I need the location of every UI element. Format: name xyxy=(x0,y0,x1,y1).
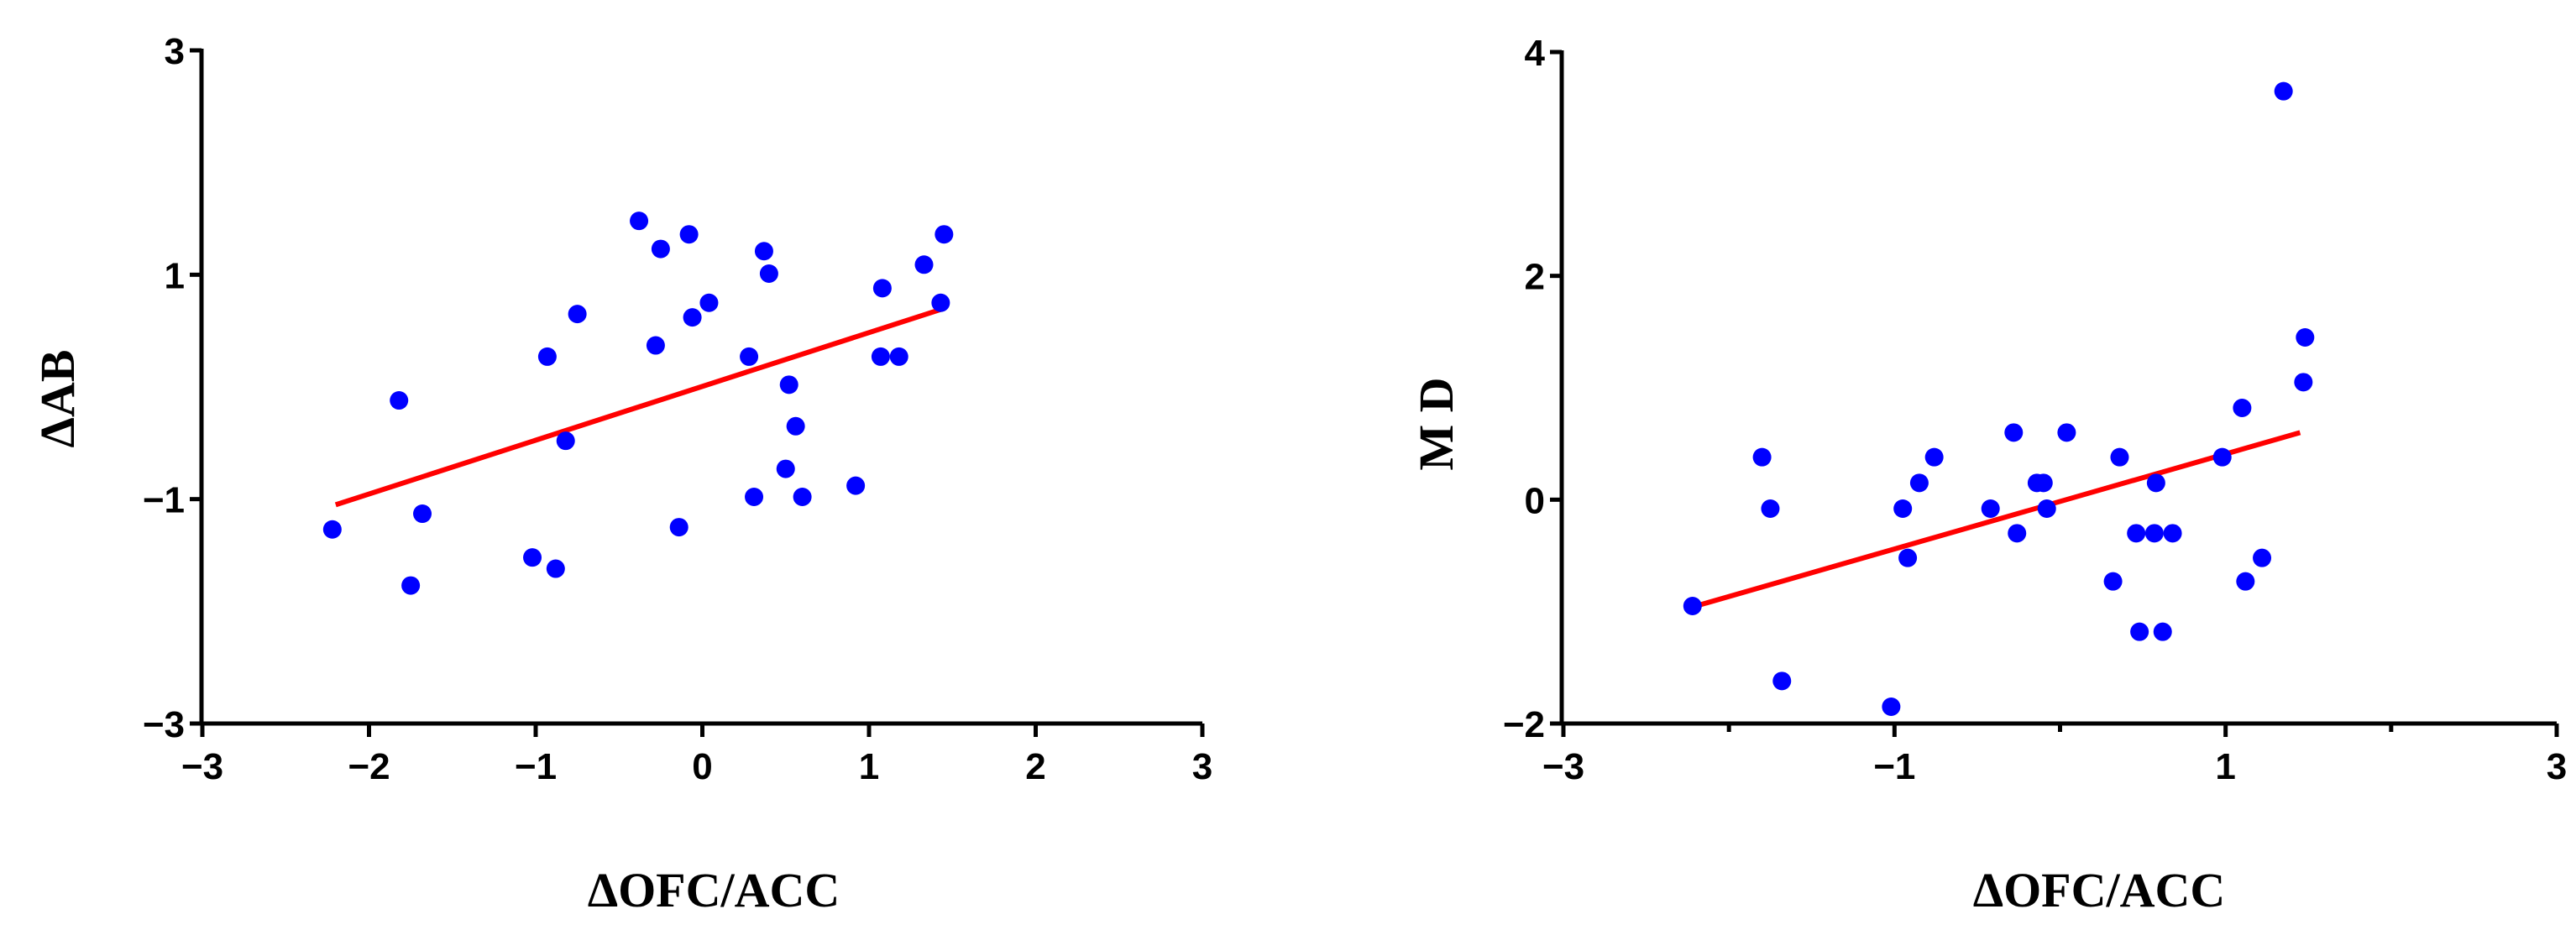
right-y-axis-title: M D xyxy=(1409,377,1463,470)
left-x-tick-label: 3 xyxy=(1192,746,1212,787)
right-data-point xyxy=(1981,499,2000,518)
right-data-point xyxy=(2212,447,2232,467)
right-y-tick-label: 0 xyxy=(1525,480,1545,521)
right-data-point xyxy=(2233,399,2252,417)
right-y-tick-label: 4 xyxy=(1525,33,1546,74)
left-scatter-chart: ΔAB ΔOFC/ACC 3 1 −1 −3−3 −2 −1 0 1 2 3 xyxy=(30,31,1212,917)
left-data-point xyxy=(872,279,892,298)
right-data-point xyxy=(2110,447,2129,467)
left-x-tick-label: 0 xyxy=(692,746,712,787)
right-data-point xyxy=(2130,622,2149,641)
right-data-point xyxy=(1924,447,1944,467)
left-regression-line xyxy=(334,306,945,508)
left-y-tick-label: −3 xyxy=(143,704,185,745)
left-data-point xyxy=(793,487,812,506)
right-data-point xyxy=(2294,373,2313,392)
right-data-point xyxy=(2057,423,2076,442)
left-data-point xyxy=(846,476,866,495)
right-y-tick-label: −2 xyxy=(1503,704,1545,745)
right-data-point xyxy=(2163,524,2182,543)
left-data-point xyxy=(523,548,542,567)
right-data-point xyxy=(1683,597,1702,615)
left-data-point xyxy=(646,336,665,355)
left-y-tick-label: 3 xyxy=(165,31,185,72)
left-data-point xyxy=(679,225,699,244)
left-data-point xyxy=(871,347,890,366)
right-y-tick-label: 2 xyxy=(1525,257,1545,298)
left-y-tick-label: −1 xyxy=(143,480,185,521)
left-data-point xyxy=(759,264,778,283)
right-data-point xyxy=(2274,81,2293,101)
left-x-axis-title: ΔOFC/ACC xyxy=(588,863,840,917)
left-data-point xyxy=(413,504,432,524)
left-x-tick-label: 1 xyxy=(859,746,879,787)
left-data-point xyxy=(390,391,409,410)
right-x-tick-label: −3 xyxy=(1542,746,1584,787)
right-data-point xyxy=(2004,423,2024,442)
left-data-point xyxy=(745,487,764,506)
right-x-tick-label: 1 xyxy=(2215,746,2235,787)
left-data-point xyxy=(651,239,670,259)
right-x-tick-label: 3 xyxy=(2547,746,2567,787)
left-y-tick-label: 1 xyxy=(165,255,185,296)
left-data-point xyxy=(546,559,565,578)
right-data-point xyxy=(2034,473,2053,493)
right-data-point xyxy=(2236,572,2255,591)
left-y-axis-title: ΔAB xyxy=(30,350,85,448)
left-data-point xyxy=(754,242,773,261)
right-data-point xyxy=(2253,548,2272,567)
right-data-point xyxy=(1882,698,1901,716)
right-regression-line xyxy=(1694,430,2301,609)
right-scatter-chart: M D ΔOFC/ACC 4 2 0 −2−3 −1 1 3 xyxy=(1409,33,2567,917)
left-data-point xyxy=(699,293,719,312)
left-data-point xyxy=(669,518,689,537)
right-data-point xyxy=(2144,524,2164,543)
left-data-point xyxy=(537,347,557,366)
right-data-point xyxy=(2127,524,2146,543)
right-data-point xyxy=(2037,499,2056,518)
left-data-point xyxy=(568,305,587,324)
left-data-point xyxy=(914,255,934,274)
left-data-point xyxy=(779,375,798,394)
left-data-point xyxy=(931,293,950,312)
left-x-tick-label: −2 xyxy=(348,746,390,787)
right-x-axis-title: ΔOFC/ACC xyxy=(1973,863,2226,917)
left-data-point xyxy=(630,212,649,231)
right-data-point xyxy=(1772,671,1792,691)
left-data-point xyxy=(401,576,421,595)
right-data-point xyxy=(2103,572,2123,591)
right-data-point xyxy=(1909,473,1929,493)
right-data-point xyxy=(2296,328,2315,347)
right-data-point xyxy=(2008,524,2027,543)
left-data-point xyxy=(935,225,954,244)
left-data-point xyxy=(889,347,908,366)
left-data-point xyxy=(740,347,759,366)
right-data-point xyxy=(1761,499,1780,518)
left-data-point xyxy=(683,308,702,327)
right-x-tick-label: −1 xyxy=(1873,746,1915,787)
right-data-point xyxy=(1752,447,1772,467)
left-data-point xyxy=(776,459,795,478)
left-x-tick-label: −1 xyxy=(515,746,557,787)
right-data-point xyxy=(1893,499,1913,518)
left-data-point xyxy=(786,416,805,436)
left-x-tick-label: 2 xyxy=(1025,746,1045,787)
right-data-point xyxy=(2146,473,2165,493)
left-data-point xyxy=(322,520,342,539)
right-data-point xyxy=(2153,622,2172,641)
left-x-tick-label: −3 xyxy=(181,746,223,787)
left-data-point xyxy=(556,431,575,451)
right-data-point xyxy=(1898,548,1918,567)
